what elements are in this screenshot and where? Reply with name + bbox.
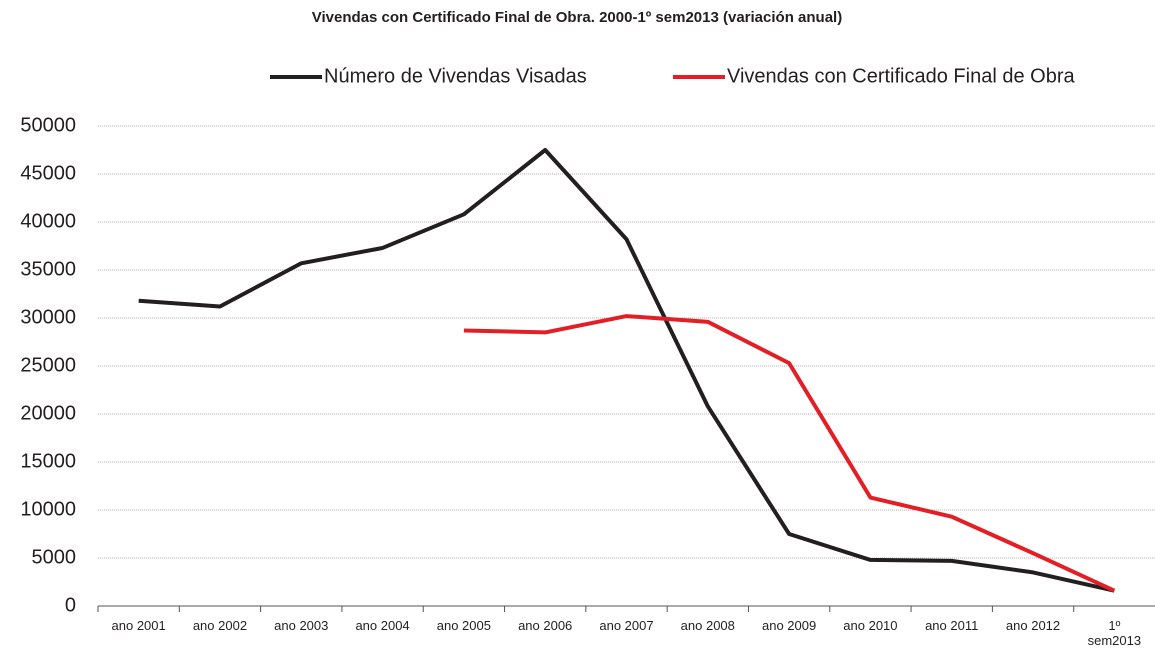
- series-line: [138, 148, 1115, 593]
- legend-label: Vivendas con Certificado Final de Obra: [727, 65, 1075, 87]
- x-tick-label: ano 2004: [355, 618, 410, 633]
- x-tick-label: ano 2006: [518, 618, 573, 633]
- y-tick-label: 40000: [20, 210, 76, 232]
- y-tick-label: 25000: [20, 354, 76, 376]
- y-tick-label: 10000: [20, 498, 76, 520]
- x-tick-label: ano 2002: [192, 618, 248, 633]
- y-tick-label: 45000: [20, 162, 76, 184]
- x-tick-label: ano 2010: [843, 618, 898, 633]
- x-tick-label: ano 2009: [761, 618, 817, 633]
- chart-title: Vivendas con Certificado Final de Obra. …: [312, 9, 842, 26]
- y-tick-label: 35000: [20, 258, 76, 280]
- x-tick-label: ano 2005: [436, 618, 491, 633]
- x-tick-label: ano 2011: [925, 618, 979, 633]
- x-tick-label: 1º sem2013: [1087, 618, 1142, 648]
- y-tick-label: 50000: [20, 114, 76, 136]
- y-tick-label: 5000: [32, 546, 77, 568]
- y-tick-label: 20000: [20, 402, 76, 424]
- x-tick-label: ano 2012: [1005, 618, 1061, 633]
- y-tick-label: 0: [65, 594, 76, 616]
- y-tick-label: 30000: [20, 306, 76, 328]
- x-tick-label: ano 2007: [599, 618, 654, 633]
- series-line: [463, 314, 1116, 593]
- y-tick-label: 15000: [20, 450, 76, 472]
- x-tick-label: ano 2003: [274, 618, 329, 633]
- legend-label: Número de Vivendas Visadas: [324, 65, 587, 87]
- x-tick-label: ano 2001: [111, 618, 166, 633]
- x-tick-label: ano 2008: [680, 618, 735, 633]
